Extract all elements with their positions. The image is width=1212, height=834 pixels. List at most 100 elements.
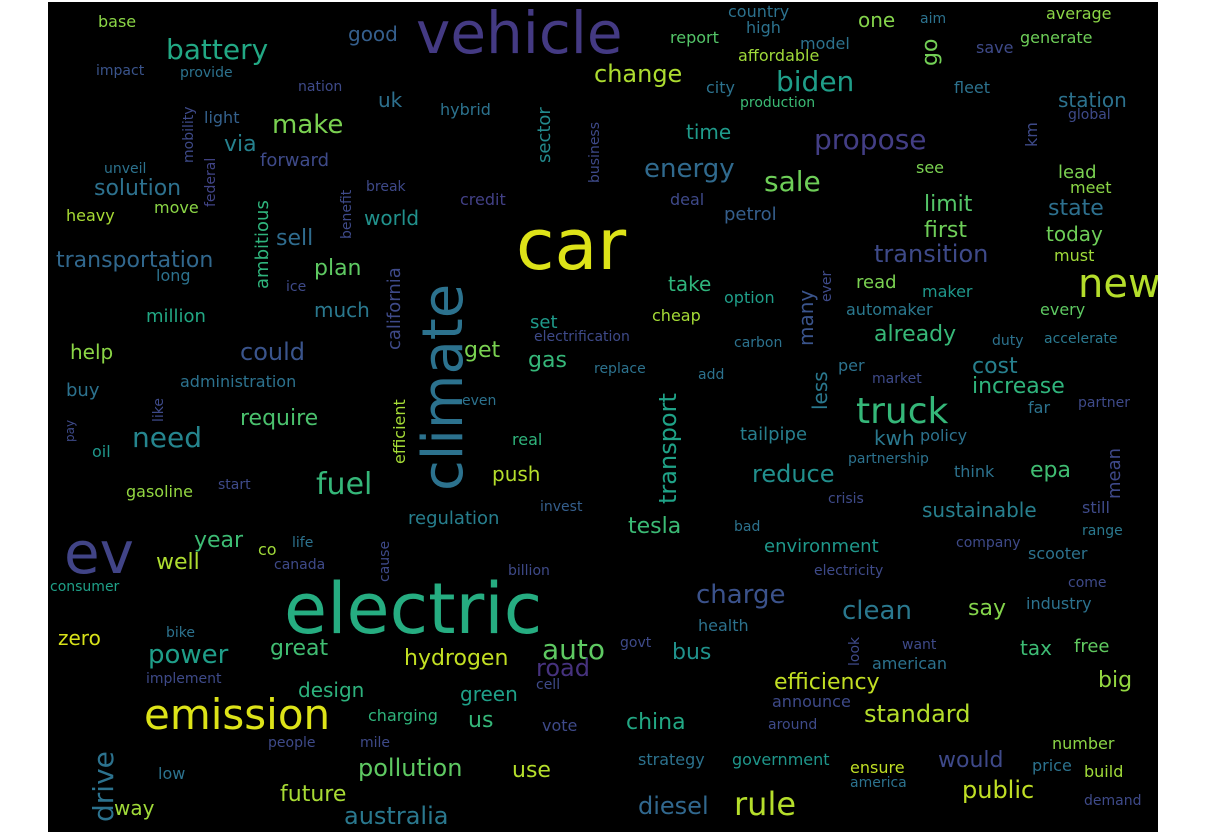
word-efficiency: efficiency — [774, 670, 880, 695]
word-help: help — [70, 340, 114, 364]
word-free: free — [1074, 636, 1110, 657]
word-ensure: ensure — [850, 758, 905, 777]
word-public: public — [962, 776, 1035, 804]
word-unveil: unveil — [104, 161, 147, 177]
word-announce: announce — [772, 692, 851, 711]
word-canada: canada — [274, 557, 326, 573]
word-could: could — [240, 338, 305, 366]
word-petrol: petrol — [724, 204, 777, 225]
word-invest: invest — [540, 499, 583, 515]
word-co: co — [258, 540, 277, 559]
word-start: start — [218, 477, 251, 493]
word-station: station — [1058, 88, 1127, 112]
word-carbon: carbon — [734, 335, 783, 351]
word-well: well — [156, 550, 200, 575]
word-year: year — [194, 528, 244, 553]
word-tesla: tesla — [628, 514, 682, 539]
word-cost: cost — [972, 354, 1018, 379]
word-partner: partner — [1078, 395, 1130, 411]
word-time: time — [686, 120, 732, 144]
word-lead: lead — [1058, 162, 1097, 183]
word-consumer: consumer — [50, 579, 120, 595]
word-fuel: fuel — [316, 467, 373, 502]
word-mobility: mobility — [181, 106, 197, 164]
word-must: must — [1054, 246, 1095, 265]
word-far: far — [1028, 398, 1051, 417]
word-bike: bike — [166, 625, 195, 641]
word-like: like — [151, 397, 167, 422]
word-regulation: regulation — [408, 508, 500, 529]
word-many: many — [794, 289, 818, 346]
word-break: break — [366, 179, 406, 195]
word-less: less — [808, 371, 832, 410]
word-electrification: electrification — [534, 329, 630, 345]
word-credit: credit — [460, 190, 506, 209]
word-diesel: diesel — [638, 792, 709, 820]
word-america: america — [850, 775, 907, 791]
word-govt: govt — [620, 635, 652, 651]
word-impact: impact — [96, 63, 145, 79]
word-heavy: heavy — [66, 206, 115, 225]
word-see: see — [916, 158, 945, 177]
word-buy: buy — [66, 380, 100, 401]
word-crisis: crisis — [828, 491, 864, 507]
word-aim: aim — [920, 11, 947, 27]
word-energy: energy — [644, 154, 735, 184]
word-real: real — [512, 430, 543, 449]
word-company: company — [956, 535, 1021, 551]
word-mile: mile — [360, 735, 391, 751]
word-propose: propose — [814, 123, 927, 156]
word-business: business — [587, 122, 603, 184]
word-environment: environment — [764, 536, 879, 557]
word-good: good — [348, 22, 398, 46]
word-way: way — [114, 796, 155, 820]
word-california: california — [384, 267, 405, 350]
word-strategy: strategy — [638, 750, 705, 769]
word-accelerate: accelerate — [1044, 331, 1118, 347]
word-make: make — [272, 110, 344, 140]
word-cloud: car electric climate vehicle ev emission new tr… — [48, 2, 1158, 832]
word-add: add — [698, 367, 725, 383]
word-limit: limit — [924, 192, 973, 217]
word-per: per — [838, 356, 865, 375]
word-production: production — [740, 95, 816, 111]
word-want: want — [902, 637, 937, 653]
word-kwh: kwh — [874, 426, 915, 450]
word-policy: policy — [920, 426, 968, 445]
word-automaker: automaker — [846, 300, 933, 319]
word-hybrid: hybrid — [440, 100, 491, 119]
word-generate: generate — [1020, 28, 1093, 47]
word-get: get — [464, 338, 501, 363]
word-sector: sector — [534, 106, 555, 163]
word-gas: gas — [528, 348, 567, 373]
word-clean: clean — [842, 596, 912, 626]
word-road: road — [536, 654, 590, 682]
word-still: still — [1082, 498, 1110, 517]
word-hydrogen: hydrogen — [404, 646, 509, 671]
word-city: city — [706, 78, 735, 97]
word-climate: climate — [411, 284, 476, 492]
word-gasoline: gasoline — [126, 482, 193, 501]
word-uk: uk — [378, 88, 403, 112]
word-charging: charging — [368, 706, 438, 725]
word-vehicle: vehicle — [416, 2, 623, 67]
word-come: come — [1068, 575, 1107, 591]
word-market: market — [872, 371, 922, 387]
word-build: build — [1084, 762, 1124, 781]
word-battery: battery — [166, 33, 269, 66]
word-duty: duty — [992, 333, 1024, 349]
word-model: model — [800, 34, 850, 53]
word-design: design — [298, 678, 365, 702]
word-mean: mean — [1104, 448, 1125, 500]
word-country: country — [728, 2, 790, 21]
word-health: health — [698, 616, 749, 635]
word-bus: bus — [672, 640, 712, 665]
word-km: km — [1022, 122, 1041, 148]
word-partnership: partnership — [848, 451, 929, 467]
word-electric: electric — [284, 568, 543, 650]
word-option: option — [724, 288, 775, 307]
word-ever: ever — [819, 270, 835, 302]
word-efficient: efficient — [390, 399, 409, 465]
word-pay: pay — [63, 419, 77, 442]
word-take: take — [668, 272, 712, 296]
